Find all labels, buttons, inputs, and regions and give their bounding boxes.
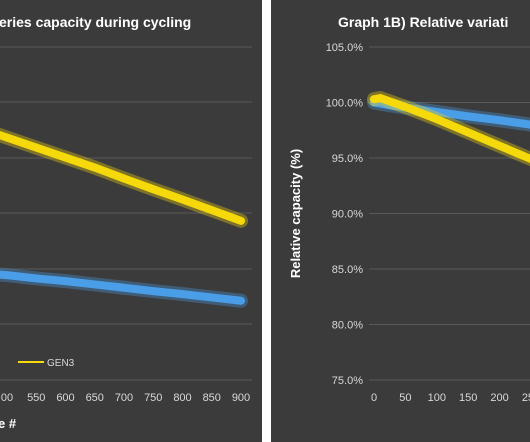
y-tick-label: 90.0%: [332, 209, 363, 221]
x-tick-label: 700: [115, 392, 133, 404]
chart-right-title: Graph 1B) Relative variati: [338, 14, 508, 30]
x-tick-label: 00: [1, 392, 13, 404]
x-tick-label: 900: [232, 392, 250, 404]
y-tick-label: 100.0%: [326, 98, 364, 110]
series-line-gen3: [0, 130, 245, 225]
legend-label-gen3: GEN3: [47, 358, 75, 369]
x-tick-label: 650: [86, 392, 104, 404]
series-line-0: [0, 270, 245, 305]
x-tick-label: 250: [522, 392, 530, 404]
chart-panel-right: Graph 1B) Relative variati 75.0% 80.0% 85.…: [271, 0, 530, 442]
x-tick-label: 200: [490, 392, 508, 404]
y-tick-label: 85.0%: [332, 264, 363, 276]
chart-left: eries capacity during cycling 00 550 600 65…: [0, 14, 252, 431]
chart-left-xlabel: e #: [0, 416, 17, 431]
y-tick-label: 95.0%: [332, 153, 363, 165]
series-line-1: [370, 94, 530, 164]
y-tick-label: 80.0%: [332, 320, 363, 332]
x-tick-label: 800: [173, 392, 191, 404]
x-tick-label: 850: [203, 392, 221, 404]
chart-left-title: eries capacity during cycling: [0, 14, 191, 30]
chart-panel-left: eries capacity during cycling 00 550 600 65…: [0, 0, 262, 442]
x-tick-label: 600: [56, 392, 74, 404]
y-tick-label: 75.0%: [332, 375, 363, 387]
x-tick-label: 0: [371, 392, 377, 404]
y-tick-label: 105.0%: [326, 42, 364, 54]
x-tick-label: 100: [428, 392, 446, 404]
x-tick-label: 50: [399, 392, 411, 404]
chart-right-ylabel: Relative capacity (%): [288, 149, 303, 278]
panel-separator: [262, 0, 271, 442]
x-tick-label: 750: [144, 392, 162, 404]
x-tick-label: 550: [27, 392, 45, 404]
x-tick-label: 150: [459, 392, 477, 404]
chart-right: Graph 1B) Relative variati 75.0% 80.0% 85.…: [288, 14, 530, 404]
